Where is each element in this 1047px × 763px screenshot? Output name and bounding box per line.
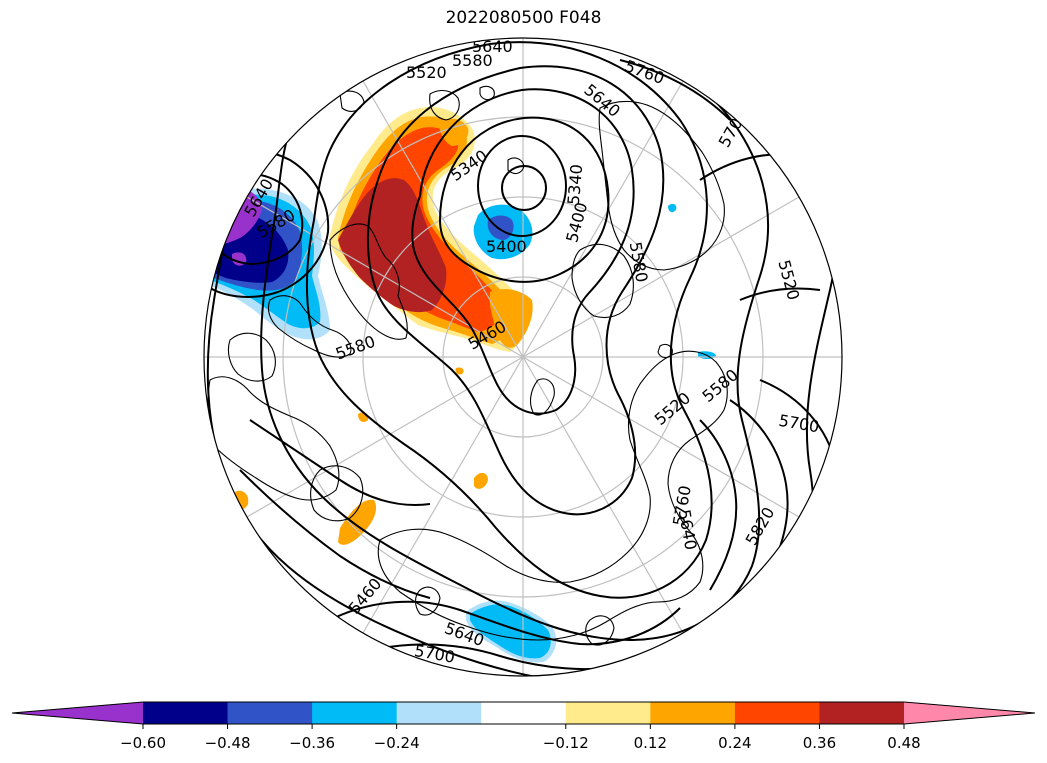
contour-label: 5640	[472, 37, 513, 56]
contour-label: 5580	[452, 51, 493, 70]
height-contour	[239, 469, 431, 599]
coastline-iceland	[429, 89, 460, 121]
height-contour	[699, 419, 738, 591]
colorbar-bin	[734, 702, 820, 724]
contour-label: 5400	[486, 237, 527, 256]
height-contour	[739, 287, 821, 301]
height-contour	[329, 600, 681, 646]
colorbar-tick-label: −0.24	[374, 734, 420, 752]
colorbar-tick-label: −0.60	[120, 734, 166, 752]
contour-label: 5520	[406, 63, 447, 82]
positive-anomaly-region	[489, 289, 533, 348]
coastline-canadian-archipelago	[267, 295, 352, 358]
height-contour	[501, 165, 547, 211]
contour-label: 5340	[564, 163, 586, 205]
colorbar-tick-label: 0.36	[803, 734, 836, 752]
coastline-japan	[585, 615, 615, 646]
height-contour	[249, 419, 431, 506]
colorbar-bin	[143, 702, 229, 724]
coastline-greenland	[329, 223, 408, 340]
colorbar-bin	[227, 702, 313, 724]
colorbar-bin	[819, 702, 905, 724]
colorbar-tick-label: −0.48	[205, 734, 251, 752]
colorbar-ticks: −0.60 −0.48 −0.36 −0.24 −0.12 0.12 0.24 0.36 0.4…	[120, 724, 921, 752]
colorbar-extend-high	[904, 702, 1035, 724]
map-title: 2022080500 F048	[445, 8, 602, 28]
positive-anomaly-region	[474, 472, 488, 489]
colorbar-tick-label: 0.48	[887, 734, 920, 752]
positive-anomaly-region	[338, 178, 447, 313]
colorbar-tick-label: −0.36	[289, 734, 335, 752]
height-contour	[619, 59, 731, 121]
height-contour	[366, 65, 665, 516]
colorbar-tick-label: 0.12	[634, 734, 667, 752]
coastline-scandinavia	[571, 243, 634, 319]
map-boundary	[203, 37, 843, 677]
colorbar-bin	[650, 702, 736, 724]
coastline-hudson-bay	[227, 332, 276, 382]
coastline-arctic-islands	[479, 85, 495, 101]
colorbar-bin	[396, 702, 482, 724]
coastline-north-america	[207, 376, 340, 501]
coastline-alaska	[310, 465, 364, 522]
coastline-small-island	[657, 343, 673, 359]
height-contour	[411, 88, 635, 415]
colorbar-tick-label: −0.12	[543, 734, 589, 752]
negative-anomaly-region	[668, 203, 677, 213]
coastline-novaya-zemlya	[529, 378, 555, 416]
colorbar-bin	[481, 702, 567, 724]
height-contour	[477, 135, 567, 237]
colorbar-bin	[312, 702, 398, 724]
coastline-europe	[598, 100, 725, 271]
positive-anomaly-region	[338, 499, 377, 545]
height-contour	[306, 41, 713, 599]
positive-anomaly-region	[455, 367, 464, 375]
colorbar	[11, 701, 1036, 725]
colorbar-bin	[565, 702, 651, 724]
height-contour	[438, 116, 610, 283]
colorbar-tick-label: 0.24	[718, 734, 751, 752]
colorbar-extend-low	[12, 702, 143, 724]
